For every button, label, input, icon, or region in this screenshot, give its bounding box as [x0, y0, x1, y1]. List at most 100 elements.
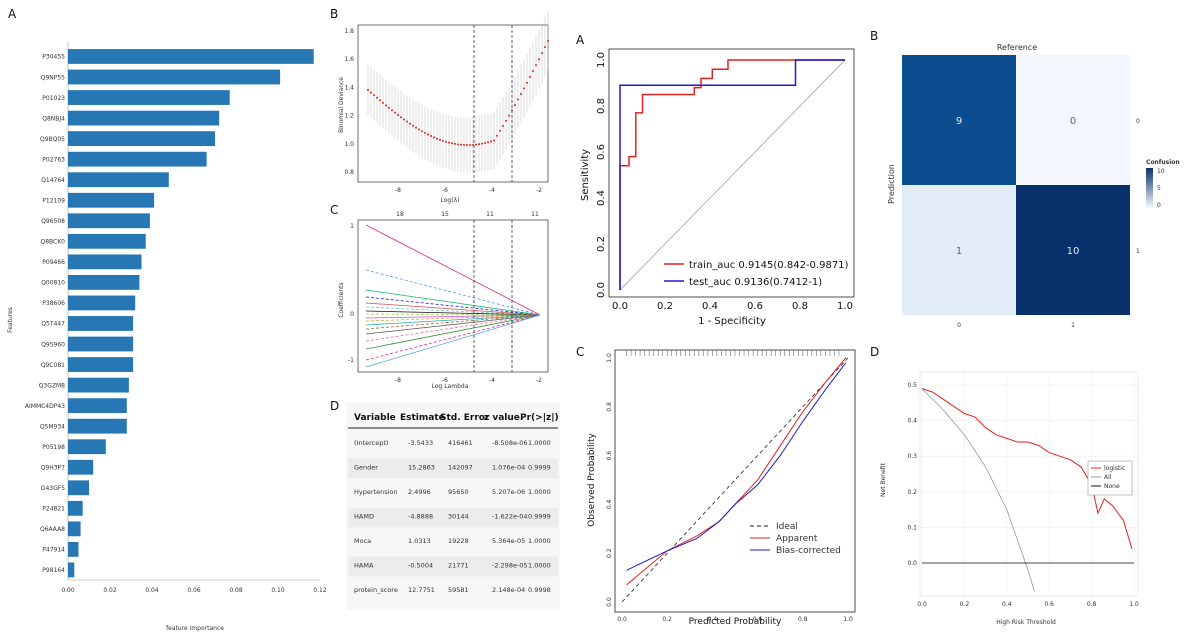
coef-table-cell: -0.5004 [408, 562, 433, 570]
importance-category-label: Q14764 [41, 177, 65, 184]
coef-table-row-bg [348, 458, 558, 479]
lasso-cv-point [547, 39, 549, 42]
roc-diagonal [619, 59, 846, 291]
coef-table-cell: HAMD [354, 513, 374, 521]
calibration-y-tick: 0.4 [606, 499, 613, 509]
importance-category-label: AIMMC4DP43 [25, 403, 65, 410]
calibration-ylabel: Observed Probability [587, 432, 597, 526]
lasso-cv-point [433, 136, 435, 139]
roc-chart: 0.0 0.2 0.4 0.6 0.8 1.0 0.0 0.2 0.4 0.6 0.8 1.0 trai… [596, 48, 855, 312]
coef-table-cell: 1.076e-04 [492, 464, 525, 472]
roc-legend-test-label: test_auc 0.9136(0.7412-1) [689, 277, 822, 288]
lasso-cv-point [535, 64, 537, 67]
calibration-y-tick: 1.0 [606, 353, 613, 363]
importance-bar [68, 172, 169, 188]
importance-bar [68, 377, 129, 393]
confusion-colorbar-tick: 5 [1157, 185, 1161, 192]
lasso-path-x-tick: -4 [489, 377, 495, 384]
importance-category-label: O43GF5 [41, 485, 65, 492]
lasso-cv-point [523, 87, 525, 90]
lasso-cv-point [436, 137, 438, 140]
dca-ylabel: Net Benefit [880, 462, 887, 497]
dca-x-tick: 0.0 [917, 601, 927, 608]
lasso-path-line [365, 310, 541, 316]
lasso-cv-x-tick: -4 [489, 187, 495, 194]
lasso-path-line [365, 314, 541, 330]
lasso-cv-x-tick: -8 [395, 187, 401, 194]
coef-table-cell: 1.0000 [528, 488, 551, 496]
roc-frame [608, 48, 855, 298]
lasso-cv-point [544, 46, 546, 49]
dca-x-tick: 0.2 [960, 601, 970, 608]
lasso-cv-point [457, 143, 459, 146]
confusion-ylabel: Prediction [887, 164, 896, 204]
lasso-cv-y-tick: 0.8 [344, 169, 354, 176]
coef-table-cell: 5.364e-05 [492, 537, 525, 545]
lasso-cv-point [412, 124, 414, 127]
lasso-cv-frame [357, 24, 549, 183]
importance-bar [68, 480, 89, 496]
coef-table-cell: 416461 [448, 439, 473, 447]
lasso-path-line [365, 313, 541, 316]
dca-x-tick: 0.4 [1002, 601, 1012, 608]
importance-category-label: P98164 [42, 567, 65, 574]
lasso-cv-point [367, 89, 369, 91]
lasso-cv-ylabel: Binomial Deviance [338, 77, 345, 133]
importance-bar [68, 316, 134, 331]
calibration-apparent-line [626, 357, 847, 586]
importance-bar [68, 500, 83, 516]
lasso-path-frame [357, 219, 549, 373]
importance-category-label: Q8NBJ4 [42, 115, 65, 122]
calibration-y-tick: 0.6 [606, 451, 613, 461]
coef-table-cell: 142097 [448, 464, 473, 472]
dca-xlabel: High Risk Threshold [996, 619, 1056, 626]
dca-x-tick: 0.6 [1044, 601, 1054, 608]
roc-y-tick: 0.6 [596, 144, 607, 160]
coef-table-cell: 30144 [448, 513, 469, 521]
importance-category-label: Q3GZM8 [39, 382, 65, 389]
importance-category-label: Q5M934 [40, 423, 65, 430]
lasso-cv-point [451, 142, 453, 145]
lasso-cv-point [448, 141, 450, 144]
calibration-chart: 0.0 0.2 0.4 0.6 0.8 1.0 0.0 0.2 0.4 0.6 0.8 1.0 Idea… [606, 349, 856, 623]
panel-letter-c-right: C [576, 345, 584, 359]
importance-bar [68, 192, 155, 208]
lasso-cv-point [454, 142, 456, 145]
importance-category-label: P24821 [42, 506, 65, 513]
panel-letter-c-left: C [330, 203, 338, 217]
confusion-col-label: 0 [957, 322, 961, 329]
panel-letter-a-left: A [8, 7, 17, 21]
coef-table-cell: 1.0000 [528, 562, 551, 570]
calibration-x-tick: 0.6 [753, 616, 763, 623]
roc-y-tick: 0.4 [596, 190, 607, 206]
lasso-cv-point [529, 75, 531, 78]
lasso-cv-point [517, 98, 519, 101]
importance-category-label: Q9NP55 [41, 74, 65, 81]
importance-bar [68, 275, 140, 290]
dca-legend-label: All [1104, 474, 1112, 481]
importance-chart: P30455 Q9NP55 P01023 Q8NBJ4 Q9BQ05 P02763 Q147… [25, 42, 327, 594]
lasso-path-x-tick: -2 [536, 377, 542, 384]
coef-table-cell: -8.508e-06 [492, 439, 528, 447]
coef-table-cell: 15.2863 [408, 464, 435, 472]
dca-x-tick: 1.0 [1129, 601, 1139, 608]
importance-x-tick: 0.12 [313, 587, 327, 594]
calibration-x-tick: 0.4 [708, 616, 718, 623]
lasso-cv-point [475, 143, 477, 146]
coef-table-cell: HAMA [354, 562, 374, 570]
roc-legend-train-label: train_auc 0.9145(0.842-0.9871) [689, 260, 849, 271]
lasso-cv-x-tick: -2 [536, 187, 542, 194]
importance-bar [68, 439, 106, 455]
calibration-x-tick: 0.8 [798, 616, 808, 623]
coef-table-header: Pr(>|z|) [520, 413, 559, 423]
coef-table-header: Estimate [400, 413, 445, 423]
importance-x-tick: 0.00 [61, 587, 75, 594]
confusion-cell-value: 10 [1067, 246, 1080, 257]
lasso-cv-point [445, 140, 447, 143]
roc-y-tick: 1.0 [596, 52, 607, 68]
roc-test-line [619, 59, 845, 290]
lasso-path-line [365, 306, 541, 316]
coef-table-row-bg [348, 507, 558, 528]
confusion-cell [1016, 55, 1130, 185]
